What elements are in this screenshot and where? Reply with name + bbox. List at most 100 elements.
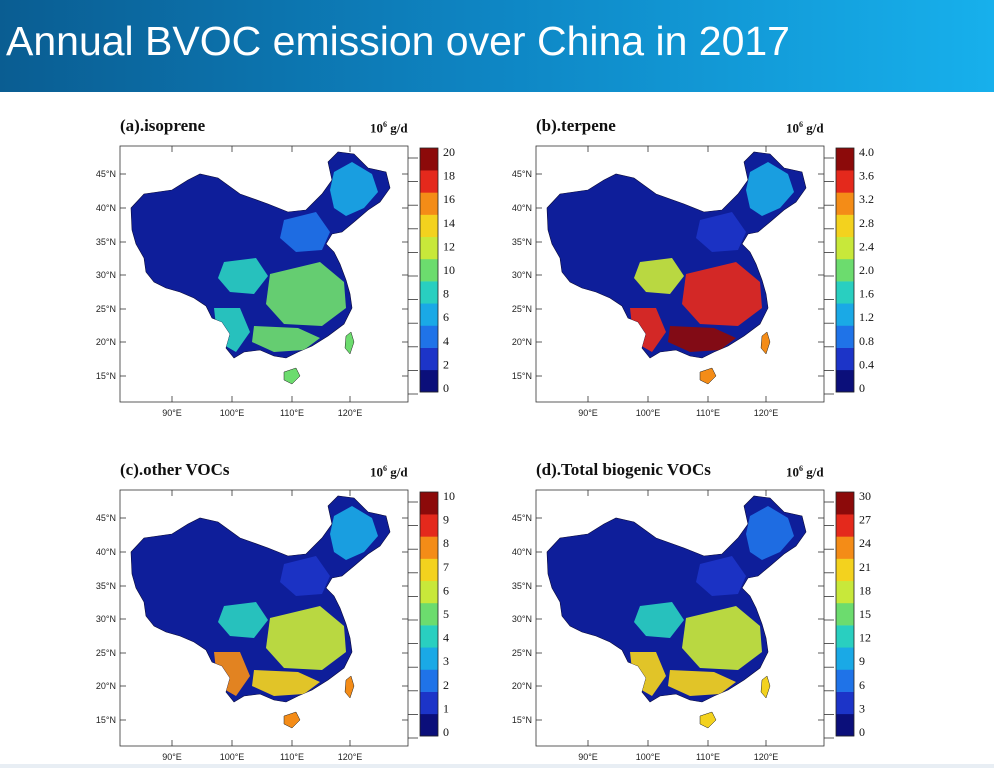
taiwan-island — [344, 331, 355, 355]
colorbar-segment — [836, 170, 854, 193]
emission-region-northeast — [330, 162, 378, 216]
lat-tick-label: 40°N — [96, 547, 116, 557]
lon-tick-label: 120°E — [338, 408, 363, 418]
colorbar-tick-label: 0 — [859, 381, 865, 395]
colorbar-tick-label: 18 — [443, 169, 455, 183]
emission-region-south-coast — [668, 670, 736, 696]
lat-tick-label: 35°N — [512, 581, 532, 591]
lat-tick-label: 45°N — [512, 513, 532, 523]
colorbar-segment — [836, 647, 854, 670]
hainan-island — [699, 711, 717, 729]
emission-region-sichuan — [218, 602, 268, 638]
lon-tick-label: 90°E — [162, 752, 182, 762]
colorbar-segment — [420, 625, 438, 648]
colorbar-segment — [836, 347, 854, 371]
emission-region-southeast — [266, 606, 346, 670]
colorbar-segment — [420, 669, 438, 692]
colorbar-tick-label: 20 — [443, 145, 455, 159]
colorbar-tick-label: 8 — [443, 287, 449, 301]
colorbar-segment — [420, 713, 438, 737]
colorbar-tick-label: 3 — [859, 701, 865, 715]
colorbar-segment — [420, 347, 438, 371]
colorbar-segment — [836, 492, 854, 515]
colorbar-segment — [420, 214, 438, 238]
lat-tick-label: 20°N — [96, 337, 116, 347]
lat-tick-label: 45°N — [512, 169, 532, 179]
lat-tick-label: 15°N — [512, 371, 532, 381]
colorbar-tick-label: 1.6 — [859, 287, 874, 301]
colorbar-tick-label: 16 — [443, 192, 455, 206]
panel-total-bvoc: (d).Total biogenic VOCs 106 g/d 45°N 40°N… — [500, 456, 880, 762]
slide-title: Annual BVOC emission over China in 2017 — [6, 18, 790, 64]
map-figure: 45°N40°N35°N30°N25°N20°N15°N90°E 100°E 110… — [96, 489, 455, 762]
colorbar-tick-label: 12 — [859, 631, 871, 645]
lon-tick-label: 100°E — [636, 752, 661, 762]
taiwan-island — [344, 675, 355, 699]
colorbar-tick-label: 2.8 — [859, 216, 874, 230]
panel-title: (b).terpene — [536, 116, 616, 135]
unit-label: 106 g/d — [786, 464, 824, 480]
emission-region-sichuan — [218, 258, 268, 294]
colorbar-segment — [420, 691, 438, 715]
colorbar-segment — [420, 492, 438, 515]
lon-tick-label: 120°E — [754, 752, 779, 762]
lat-tick-label: 30°N — [512, 614, 532, 624]
colorbar-tick-label: 3.6 — [859, 169, 874, 183]
emission-region-southeast — [266, 262, 346, 326]
colorbar-segment — [836, 303, 854, 326]
panel-title: (d).Total biogenic VOCs — [536, 460, 711, 479]
emission-region-south-coast — [252, 670, 320, 696]
colorbar-segment — [420, 148, 438, 171]
colorbar-tick-label: 10 — [443, 263, 455, 277]
lon-tick-label: 100°E — [636, 408, 661, 418]
emission-region-southeast — [682, 262, 762, 326]
colorbar-tick-label: 9 — [443, 513, 449, 527]
colorbar-segment — [836, 713, 854, 737]
lat-tick-label: 45°N — [96, 513, 116, 523]
colorbar-segment — [836, 669, 854, 692]
colorbar-tick-label: 2.0 — [859, 263, 874, 277]
lat-tick-label: 40°N — [512, 203, 532, 213]
colorbar-segment — [420, 580, 438, 604]
colorbar-tick-label: 0 — [443, 381, 449, 395]
panel-other-vocs: (c).other VOCs 106 g/d 45°N 40°N 35°N 30°N 2… — [84, 456, 464, 762]
colorbar-tick-label: 15 — [859, 607, 871, 621]
emission-region-north-plain — [280, 556, 330, 596]
lat-tick-label: 15°N — [96, 371, 116, 381]
colorbar-segment — [420, 558, 438, 582]
lat-tick-label: 30°N — [512, 270, 532, 280]
lon-tick-label: 110°E — [280, 408, 304, 418]
colorbar-tick-label: 3.2 — [859, 192, 874, 206]
lon-tick-label: 90°E — [578, 752, 598, 762]
colorbar-segment — [836, 148, 854, 171]
lat-tick-label: 20°N — [512, 337, 532, 347]
colorbar-tick-label: 6 — [859, 678, 865, 692]
unit-label: 106 g/d — [786, 120, 824, 136]
emission-region-sichuan — [634, 258, 684, 294]
colorbar-tick-label: 18 — [859, 583, 871, 597]
colorbar-tick-label: 5 — [443, 607, 449, 621]
lat-tick-label: 25°N — [96, 304, 116, 314]
map-figure: 45°N40°N35°N30°N25°N20°N15°N90°E 100°E 110… — [512, 145, 874, 418]
colorbar-tick-label: 2 — [443, 678, 449, 692]
colorbar-segment — [836, 580, 854, 604]
lon-tick-label: 120°E — [754, 408, 779, 418]
panel-terpene: (b).terpene 106 g/d 45°N 40°N 35°N 30°N 25°N… — [500, 112, 880, 418]
lat-tick-label: 25°N — [512, 304, 532, 314]
emission-region-north-plain — [280, 212, 330, 252]
lon-tick-label: 90°E — [162, 408, 182, 418]
colorbar-tick-label: 4 — [443, 631, 449, 645]
colorbar-segment — [420, 170, 438, 193]
colorbar-tick-label: 9 — [859, 654, 865, 668]
hainan-island — [283, 711, 301, 729]
colorbar-segment — [836, 536, 854, 559]
colorbar-tick-label: 24 — [859, 536, 871, 550]
lat-tick-label: 30°N — [96, 270, 116, 280]
lat-tick-label: 15°N — [96, 715, 116, 725]
emission-region-sichuan — [634, 602, 684, 638]
map-figure: 45°N40°N35°N30°N25°N20°N15°N90°E 100°E 110… — [512, 489, 871, 762]
panel-title: (a).isoprene — [120, 116, 206, 135]
map-figure: 45°N40°N35°N30°N25°N20°N15°N90°E 100°E 110… — [96, 145, 455, 418]
colorbar-segment — [836, 258, 854, 282]
colorbar-tick-label: 2.4 — [859, 239, 874, 253]
